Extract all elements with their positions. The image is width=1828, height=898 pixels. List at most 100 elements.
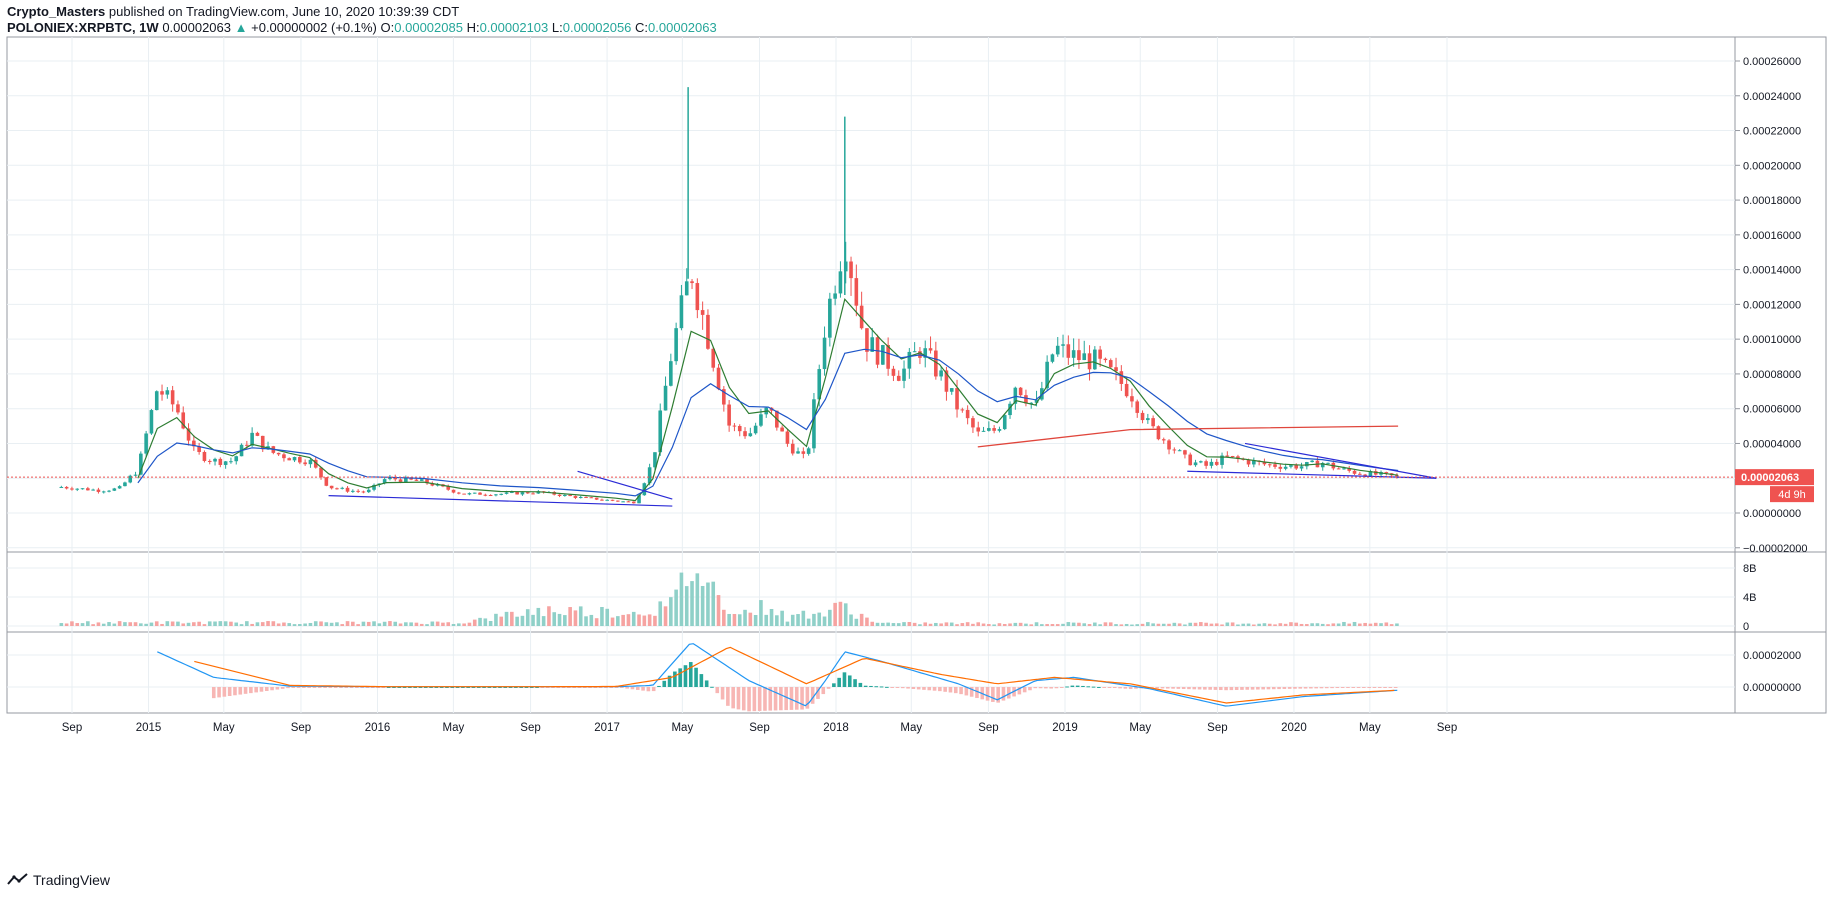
macd-bar	[1118, 687, 1122, 689]
macd-bar	[1176, 687, 1181, 689]
symbol-label[interactable]: POLONIEX:XRPBTC, 1W	[7, 20, 159, 35]
volume-bar	[282, 622, 286, 626]
volume-bar	[1050, 624, 1055, 626]
volume-bar	[1315, 623, 1320, 626]
candle-body	[1013, 387, 1018, 404]
volume-bar	[1177, 623, 1182, 626]
volume-bar	[1267, 623, 1272, 626]
macd-bar	[688, 662, 693, 687]
candle-body	[282, 454, 286, 459]
author-name[interactable]: Crypto_Masters	[7, 4, 106, 19]
x-tick-label: 2015	[136, 722, 162, 734]
volume-bar	[531, 614, 535, 626]
y-tick-label: 0.00000000	[1743, 508, 1801, 520]
macd-bar	[779, 687, 783, 711]
macd-bar	[556, 687, 561, 688]
volume-bar	[1082, 623, 1087, 626]
candle-body	[1008, 403, 1012, 416]
candle-body	[229, 461, 233, 463]
volume-bar	[1209, 623, 1214, 626]
volume-bar	[790, 614, 795, 626]
x-tick-label: Sep	[520, 722, 540, 734]
macd-bar	[1107, 687, 1112, 688]
volume-tick-label: 0	[1743, 621, 1749, 633]
volume-bar	[520, 615, 525, 626]
candle-body	[462, 493, 466, 495]
last-price: 0.00002063	[162, 20, 231, 35]
candle-body	[637, 495, 641, 504]
volume-bar	[393, 621, 398, 626]
volume-bar	[748, 612, 753, 626]
candle-body	[886, 345, 890, 369]
volume-bar	[907, 622, 912, 626]
candle-body	[515, 491, 519, 495]
volume-bar	[1241, 623, 1246, 626]
volume-bar	[965, 622, 970, 626]
candle-body	[520, 492, 525, 495]
macd-bar	[492, 687, 497, 688]
volume-bar	[478, 617, 482, 626]
candle-body	[303, 462, 307, 465]
macd-bar	[1234, 687, 1239, 690]
candle-body	[902, 368, 906, 381]
macd-bar	[455, 687, 460, 688]
macd-bar	[678, 668, 682, 687]
candle-body	[308, 459, 313, 465]
macd-bar	[911, 687, 916, 689]
candle-body	[1029, 402, 1034, 404]
volume-bar	[1331, 623, 1336, 626]
macd-bar	[667, 675, 672, 687]
volume-bar	[1363, 622, 1367, 626]
candle-body	[504, 492, 509, 494]
candle-body	[70, 488, 74, 490]
volume-bar	[1114, 624, 1118, 626]
macd-bar	[895, 687, 900, 688]
macd-bar	[1245, 687, 1250, 690]
macd-bar	[254, 687, 258, 693]
volume-bar	[578, 606, 583, 626]
volume-bar	[605, 608, 610, 626]
candle-body	[1018, 387, 1023, 396]
volume-bar	[1358, 623, 1362, 626]
candle-body	[584, 497, 588, 499]
candle-body	[833, 293, 837, 299]
candle-body	[494, 494, 498, 496]
macd-bar	[503, 687, 508, 688]
macd-bar	[832, 683, 836, 687]
volume-bar	[1066, 622, 1071, 626]
candle-body	[727, 404, 731, 426]
volume-bar	[366, 621, 371, 626]
volume-bar	[594, 618, 599, 626]
candle-body	[457, 492, 461, 494]
macd-bar	[1049, 687, 1053, 689]
volume-bar	[255, 622, 260, 626]
volume-bar	[1395, 623, 1399, 626]
candle-body	[1294, 465, 1299, 469]
volume-bar	[451, 623, 456, 626]
volume-bar	[1061, 623, 1065, 626]
volume-bar	[1024, 623, 1028, 626]
candle-body	[340, 487, 345, 489]
candle-body	[594, 497, 599, 500]
candle-body	[372, 484, 376, 490]
volume-bar	[59, 623, 64, 626]
volume-bar	[997, 623, 1002, 626]
candle-body	[96, 489, 101, 492]
macd-bar	[943, 687, 947, 692]
volume-bar	[229, 621, 233, 626]
macd-bar	[392, 687, 396, 688]
macd-bar	[476, 687, 481, 688]
candle-body	[748, 433, 753, 437]
volume-bar	[981, 623, 986, 626]
candle-body	[531, 493, 535, 495]
macd-bar	[370, 687, 375, 688]
candle-body	[1061, 344, 1065, 346]
candle-body	[1305, 462, 1309, 467]
macd-bar	[445, 687, 449, 688]
tradingview-brand[interactable]: TradingView	[7, 872, 110, 888]
candle-body	[107, 490, 111, 492]
volume-bar	[91, 624, 95, 626]
macd-bar	[837, 677, 841, 687]
volume-bar	[303, 623, 307, 626]
